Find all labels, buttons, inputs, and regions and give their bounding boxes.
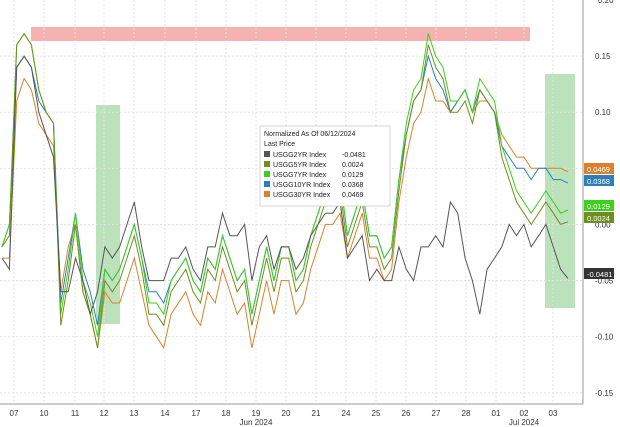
last-price-tag (584, 163, 614, 174)
y-axis: 0.150.100.050.00-0.05-0.10-0.150.20 (595, 0, 614, 398)
series-line (1, 55, 569, 317)
legend-title: Normalized As Of 06/12/2024 (264, 131, 356, 138)
last-price-tags: 0.0469 0.0368 0.0129 0.0024 -0.0481 (584, 163, 614, 279)
x-tick-label: 18 (222, 409, 231, 418)
legend-series-name: USGG2YR Index (273, 152, 327, 159)
x-tick-label: 14 (161, 409, 170, 418)
legend-box (259, 125, 391, 207)
legend-series-name: USGG30YR Index (273, 192, 331, 199)
x-tick-label: 07 (10, 409, 19, 418)
last-price-tag (584, 212, 614, 223)
y-tick-label: -0.15 (595, 389, 614, 398)
x-month-label: Jul 2024 (509, 418, 540, 427)
legend-series-name: USGG10YR Index (273, 182, 331, 189)
last-price-value: 0.0469 (587, 165, 610, 174)
legend-series-name: USGG5YR Index (273, 162, 327, 169)
legend-subtitle: Last Price (264, 141, 295, 148)
last-price-value: 0.0129 (587, 202, 610, 211)
x-tick-label: 02 (520, 409, 529, 418)
y-tick-label: 0.20 (598, 0, 614, 5)
x-tick-label: 20 (282, 409, 291, 418)
x-tick-label: 13 (130, 409, 139, 418)
y-tick-label: -0.05 (595, 277, 614, 286)
last-price-tag (584, 268, 614, 279)
x-tick-label: 24 (342, 409, 351, 418)
y-tick-label: 0.15 (595, 52, 611, 61)
x-tick-label: 11 (71, 409, 80, 418)
y-tick-label: 0.10 (595, 108, 611, 117)
y-tick-label: -0.10 (595, 333, 614, 342)
legend-series-value: 0.0129 (342, 172, 364, 179)
last-price-value: -0.0481 (587, 270, 612, 279)
x-tick-label: 28 (462, 409, 471, 418)
x-tick-label: 25 (372, 409, 381, 418)
legend-swatch (264, 181, 270, 187)
last-price-tag (584, 175, 614, 186)
x-axis: 07 10 11 12 13 14 17 18 19 20 21 24 25 26 27 28 01 02 03 Ju… (10, 409, 558, 427)
x-tick-label: 21 (312, 409, 321, 418)
pink-band (31, 27, 530, 41)
x-tick-label: 01 (492, 409, 501, 418)
legend-swatch (264, 151, 270, 157)
legend-series-name: USGG7YR Index (273, 172, 327, 179)
last-price-value: 0.0024 (587, 214, 610, 223)
x-tick-label: 03 (549, 409, 558, 418)
x-tick-label: 27 (432, 409, 441, 418)
legend-series-value: 0.0024 (342, 162, 364, 169)
x-tick-label: 19 (252, 409, 261, 418)
x-tick-label: 10 (40, 409, 49, 418)
legend-series-value: -0.0481 (342, 152, 366, 159)
series-line (2, 76, 569, 350)
series-lines (1, 32, 569, 350)
legend-swatch (264, 161, 270, 167)
x-tick-label: 26 (402, 409, 411, 418)
highlight-regions (31, 27, 575, 324)
series-line (1, 32, 569, 349)
y-tick-label: 0.00 (595, 220, 611, 229)
green-band-left (96, 105, 120, 324)
x-month-label: Jun 2024 (240, 418, 273, 427)
last-price-value: 0.0368 (587, 177, 610, 186)
legend-series-value: 0.0469 (342, 192, 364, 199)
green-band-right (545, 74, 575, 308)
last-price-tag (584, 200, 614, 211)
legend-series-value: 0.0368 (342, 182, 364, 189)
legend-swatch (264, 171, 270, 177)
x-tick-label: 17 (192, 409, 201, 418)
x-tick-label: 12 (100, 409, 109, 418)
legend: Normalized As Of 06/12/2024 Last Price USG… (259, 125, 391, 207)
legend-swatch (264, 191, 270, 197)
